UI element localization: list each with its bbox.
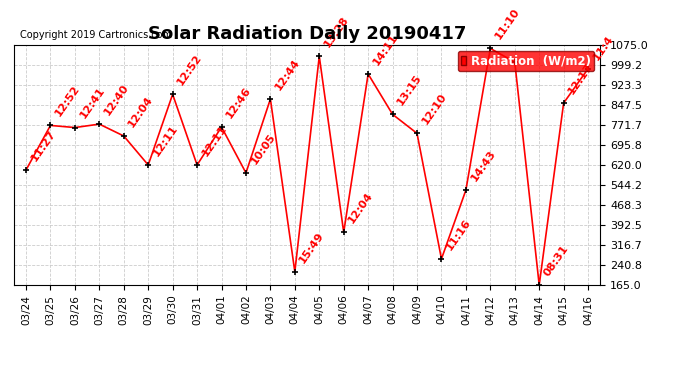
Text: 12:46: 12:46: [224, 85, 253, 120]
Text: Copyright 2019 Cartronics.com: Copyright 2019 Cartronics.com: [19, 30, 172, 40]
Text: 12:11: 12:11: [200, 123, 228, 158]
Text: 11:16: 11:16: [444, 217, 473, 252]
Text: 12:17: 12:17: [566, 61, 595, 96]
Text: 11:10: 11:10: [493, 7, 522, 42]
Text: 12:11: 12:11: [151, 123, 179, 158]
Text: 10:05: 10:05: [248, 132, 277, 166]
Text: 11:27: 11:27: [29, 128, 57, 163]
Text: 12:04: 12:04: [126, 94, 155, 129]
Title: Solar Radiation Daily 20190417: Solar Radiation Daily 20190417: [148, 26, 466, 44]
Text: 12:10: 12:10: [420, 92, 448, 126]
Text: 11:4: 11:4: [591, 33, 615, 62]
Text: 08:31: 08:31: [542, 243, 571, 278]
Text: 12:52: 12:52: [53, 84, 81, 118]
Text: 12:04: 12:04: [346, 190, 375, 225]
Text: 14:11: 14:11: [371, 32, 400, 67]
Text: 12:44: 12:44: [273, 57, 302, 92]
Text: 14:43: 14:43: [469, 148, 497, 183]
Text: 13:28: 13:28: [322, 15, 351, 50]
Text: 12:41: 12:41: [78, 86, 106, 121]
Text: 15:49: 15:49: [297, 230, 326, 265]
Text: 13:15: 13:15: [395, 73, 424, 107]
Text: 12:52: 12:52: [175, 53, 204, 87]
Text: 12:40: 12:40: [102, 82, 130, 117]
Legend: Radiation  (W/m2): Radiation (W/m2): [458, 51, 594, 71]
